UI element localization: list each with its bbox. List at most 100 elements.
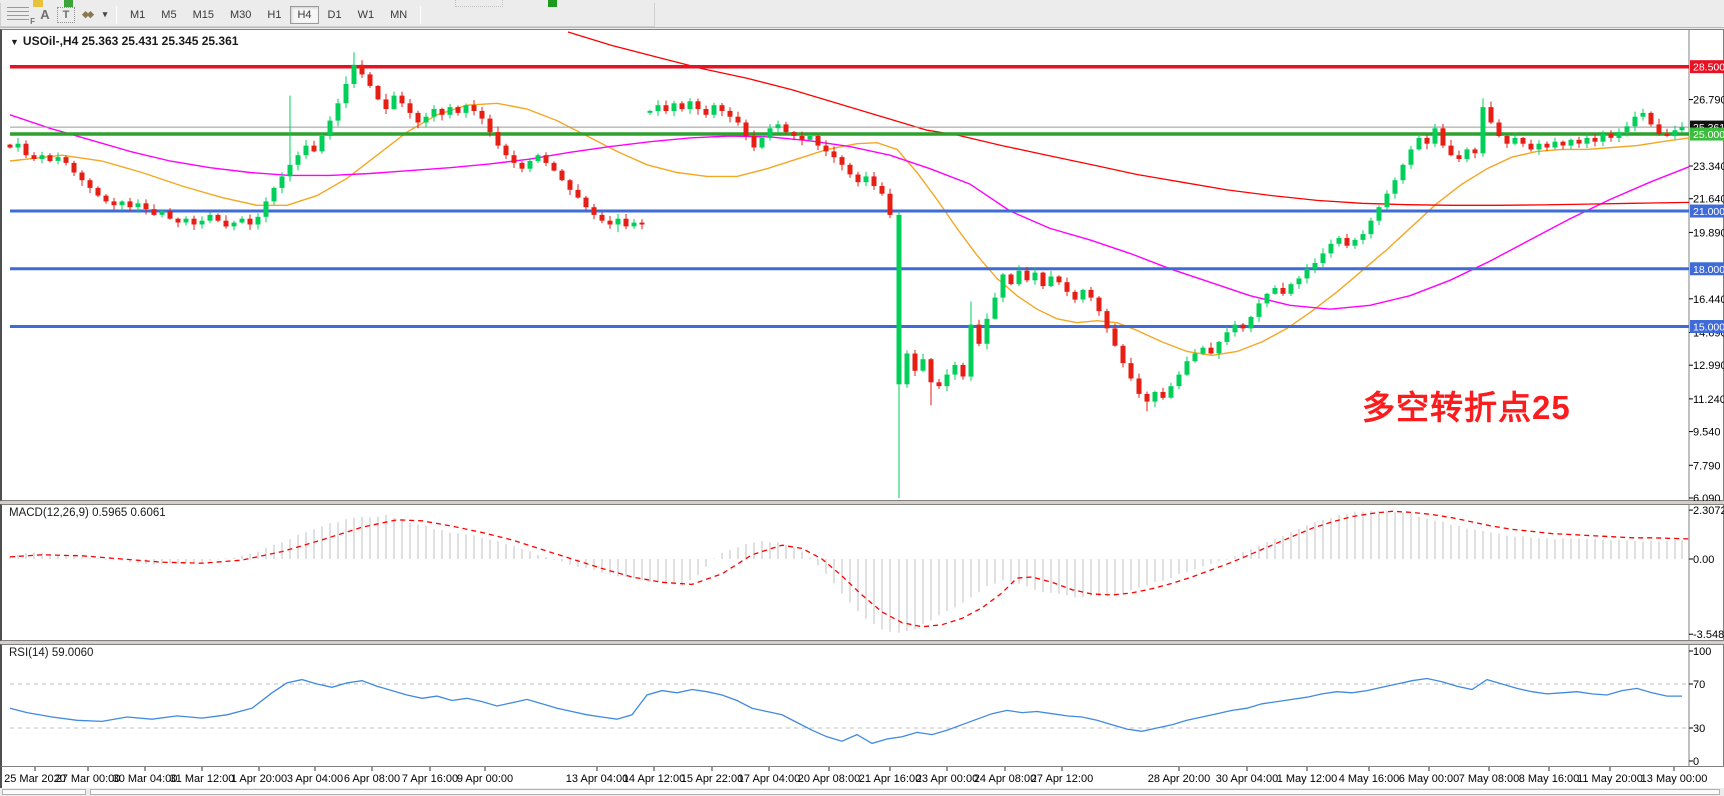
chart-title-caret-icon[interactable]: ▼ <box>10 37 19 47</box>
shapes-icon[interactable]: ◆◆ <box>82 9 94 19</box>
panel-splitter[interactable] <box>0 501 1724 504</box>
candle <box>1232 324 1238 333</box>
candle <box>1464 149 1470 159</box>
candle <box>655 105 661 111</box>
candle <box>351 64 357 84</box>
timeframe-button-w1[interactable]: W1 <box>357 8 375 21</box>
candle <box>359 64 365 75</box>
panel-splitter[interactable] <box>0 641 1724 644</box>
scrollbar-segment[interactable] <box>2 789 86 795</box>
chart-title-text: USOil-,H4 25.363 25.431 25.345 25.361 <box>22 34 239 48</box>
price-tick-label: 26.790 <box>1693 95 1724 107</box>
candle <box>1320 253 1326 263</box>
candle <box>319 136 325 152</box>
toolbar: F A T ◆◆ ▾ M1 M5 M15 M30 H1 H4 D1 W1 MN <box>0 0 1724 28</box>
candle <box>1632 116 1638 127</box>
price-tick-label: 7.790 <box>1693 460 1721 472</box>
candle <box>1136 378 1142 394</box>
candle <box>711 105 717 115</box>
time-axis[interactable]: 25 Mar 2020 27 Mar 00:00 30 Mar 04:00 31 Ma… <box>0 767 1724 788</box>
candle <box>191 218 197 225</box>
time-label: 13 May 00:00 <box>1641 773 1708 785</box>
time-label: 3 Apr 04:00 <box>287 773 343 785</box>
candle <box>55 157 61 161</box>
rsi-line <box>9 677 1682 745</box>
candle <box>1384 193 1390 208</box>
candle <box>1432 128 1438 144</box>
timeframe-button-mn[interactable]: MN <box>390 8 408 21</box>
macd-axis-label: -3.5484 <box>1693 629 1724 641</box>
fibonacci-grid-icon[interactable]: F <box>7 6 35 26</box>
candle <box>952 365 958 375</box>
candle <box>1072 291 1078 300</box>
price-tick-label: 12.990 <box>1693 360 1724 372</box>
candle <box>647 110 653 113</box>
time-label: 11 May 20:00 <box>1577 773 1643 785</box>
candle <box>1568 139 1574 146</box>
candle <box>1120 345 1126 364</box>
timeframe-button-h1[interactable]: H1 <box>267 8 282 21</box>
timeframe-button-m30[interactable]: M30 <box>229 8 252 21</box>
candle <box>936 382 942 387</box>
main-chart-panel[interactable]: 26.790 23.340 21.640 19.890 16.440 14.690 12.9… <box>0 29 1724 502</box>
candle <box>303 145 309 156</box>
candle <box>879 186 885 194</box>
candle <box>431 109 437 117</box>
time-label: 24 Apr 08:00 <box>974 773 1036 785</box>
time-label: 6 May 00:00 <box>1399 773 1460 785</box>
text-label-icon[interactable]: A <box>40 7 50 22</box>
candle <box>1520 137 1526 144</box>
horizontal-scrollbar[interactable] <box>0 788 1724 796</box>
candle <box>391 95 397 110</box>
price-tick-label: 11.240 <box>1693 394 1724 406</box>
price-tick-label: 21.640 <box>1693 194 1724 206</box>
candle <box>567 180 573 190</box>
candle <box>551 162 557 171</box>
timeframe-button-d1[interactable]: D1 <box>327 8 342 21</box>
candle <box>615 218 621 225</box>
macd-indicator-label: MACD(12,26,9) 0.5965 0.6061 <box>9 507 166 519</box>
candle <box>607 220 613 225</box>
macd-panel[interactable]: 2.3072 0.00 -3.5484 <box>0 504 1724 642</box>
candle <box>904 353 910 385</box>
candle <box>527 161 533 169</box>
shapes-dropdown-caret-icon[interactable]: ▾ <box>102 9 108 19</box>
candle <box>39 155 45 159</box>
scrollbar-thumb[interactable] <box>90 789 1720 795</box>
candle <box>1160 392 1166 398</box>
timeframe-button-h4[interactable]: H4 <box>290 5 319 24</box>
chart-title[interactable]: ▼ USOil-,H4 25.363 25.431 25.345 25.361 <box>10 34 238 48</box>
candle <box>671 103 677 111</box>
candle <box>783 124 789 133</box>
text-tool-icon[interactable]: T <box>57 6 75 23</box>
candle <box>111 201 117 206</box>
candle <box>1488 107 1494 123</box>
candle <box>663 105 669 111</box>
candle <box>1672 130 1678 136</box>
candle <box>751 136 757 148</box>
candle <box>928 359 934 383</box>
timeframe-button-m5[interactable]: M5 <box>161 8 177 21</box>
price-tick-label: 19.890 <box>1693 227 1724 239</box>
ma-red <box>567 31 1690 206</box>
candle <box>695 101 701 109</box>
candle <box>920 359 926 371</box>
candle <box>143 203 149 210</box>
candle <box>1400 164 1406 181</box>
timeframe-button-m1[interactable]: M1 <box>130 8 146 21</box>
time-label: 30 Apr 04:00 <box>1216 773 1278 785</box>
candle <box>271 187 277 202</box>
candle <box>815 136 821 146</box>
toolbar-inner: F A T ◆◆ ▾ M1 M5 M15 M30 H1 H4 D1 W1 MN <box>0 3 655 27</box>
candle <box>839 157 845 165</box>
candle <box>1552 141 1558 148</box>
candle <box>1032 272 1038 281</box>
candle <box>1176 374 1182 387</box>
candle <box>279 176 285 188</box>
candle <box>1448 145 1454 156</box>
candle <box>1360 234 1366 240</box>
timeframe-button-m15[interactable]: M15 <box>192 8 214 21</box>
candle <box>287 164 293 177</box>
rsi-panel[interactable]: 100 70 30 0 <box>0 644 1724 768</box>
